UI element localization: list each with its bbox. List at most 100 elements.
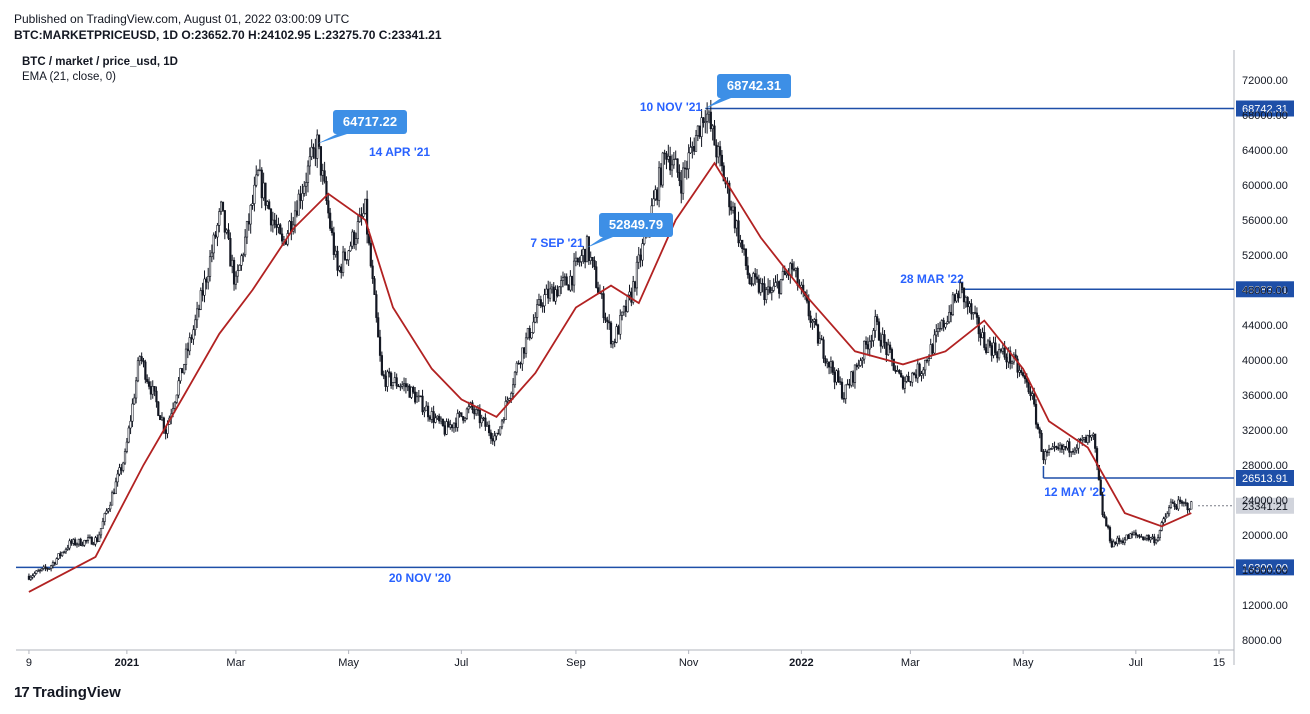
price-bar-body <box>207 276 210 283</box>
price-bar-body <box>968 303 971 308</box>
price-bar-body <box>1007 350 1010 363</box>
price-bar-body <box>438 415 441 422</box>
price-bar-body <box>266 201 269 206</box>
price-bar-body <box>136 360 140 382</box>
price-bar-body <box>565 276 568 286</box>
price-bar-body <box>371 265 374 279</box>
callout-price: 68742.31 <box>727 78 781 93</box>
price-bar-body <box>962 287 966 303</box>
price-bar-body <box>844 384 847 400</box>
price-bar-body <box>386 371 389 387</box>
price-bar-body <box>528 328 531 339</box>
price-bar-body <box>852 371 855 383</box>
price-bar-body <box>70 540 73 544</box>
price-bar-body <box>281 233 284 242</box>
price-bar-body <box>548 288 552 299</box>
price-bar-body <box>578 261 581 263</box>
price-bar-body <box>694 135 698 152</box>
price-bar-body <box>633 281 637 289</box>
price-bar-body <box>175 394 178 403</box>
price-bar-body <box>560 280 563 288</box>
price-bar-body <box>536 304 539 318</box>
price-bar-body <box>42 566 45 569</box>
price-bar-body <box>133 397 136 405</box>
price-bar-body <box>127 427 130 443</box>
price-bar-body <box>1121 540 1125 544</box>
price-bar-body <box>153 386 156 392</box>
price-bar-body <box>515 362 518 373</box>
price-bar-body <box>1001 347 1004 352</box>
price-bar-body <box>696 125 699 136</box>
price-bar-body <box>1086 435 1089 443</box>
price-bar-body <box>973 312 977 314</box>
price-bar-body <box>149 386 152 395</box>
price-bar-body <box>759 283 762 293</box>
price-bar-body <box>1027 381 1030 393</box>
price-bar-body <box>373 278 376 295</box>
price-bar-body <box>611 341 614 345</box>
price-bar-body <box>183 364 186 374</box>
price-bar-body <box>184 348 188 365</box>
price-bar-body <box>1168 507 1171 515</box>
price-bar-body <box>900 372 903 378</box>
callout-pointer <box>705 98 731 109</box>
price-bar-body <box>116 473 119 483</box>
price-tick-label: 64000.00 <box>1242 145 1288 157</box>
price-bar-body <box>475 409 478 415</box>
price-bar-body <box>325 180 328 202</box>
time-tick-label: 15 <box>1213 657 1225 669</box>
last-price-tag <box>1236 497 1294 514</box>
tradingview-brand[interactable]: 17 TradingView <box>14 684 121 701</box>
grid <box>16 50 1235 665</box>
price-bar-body <box>741 239 744 249</box>
price-bar-body <box>772 285 775 291</box>
price-bar-body <box>140 356 143 361</box>
price-bar-body <box>1081 438 1084 441</box>
price-bar-body <box>35 570 38 574</box>
price-bar-body <box>670 164 674 171</box>
price-bar-body <box>295 210 298 216</box>
price-bar-body <box>774 282 777 287</box>
price-bar-body <box>996 352 999 359</box>
price-bar-body <box>730 206 733 211</box>
price-bar-body <box>1034 403 1038 425</box>
price-bar-body <box>244 236 247 256</box>
price-bar-body <box>306 165 310 183</box>
price-bar-body <box>1169 501 1173 508</box>
price-tick-label: 40000.00 <box>1242 355 1288 367</box>
price-bar-body <box>924 359 927 371</box>
price-bar-body <box>613 341 616 343</box>
price-bar-body <box>656 189 659 201</box>
price-bar-body <box>234 275 238 285</box>
price-bar-body <box>754 273 757 278</box>
price-bar-body <box>238 264 241 271</box>
price-bar-body <box>395 377 398 387</box>
price-bar-body <box>706 113 709 122</box>
legend-ema[interactable]: EMA (21, close, 0) <box>22 71 116 83</box>
price-bar-body <box>541 305 544 307</box>
tradingview-logo: 17 <box>14 684 30 701</box>
price-bar-body <box>1125 534 1128 541</box>
price-bar-body <box>334 250 337 255</box>
price-bar-body <box>885 342 888 355</box>
price-bar-body <box>499 426 502 435</box>
price-bar-body <box>1131 533 1134 536</box>
price-bar-body <box>682 167 685 194</box>
price-bar-body <box>632 281 635 303</box>
price-bar-body <box>484 417 487 427</box>
price-bar-body <box>293 210 297 226</box>
time-tick-label: Mar <box>226 657 245 669</box>
price-bar-body <box>164 429 167 434</box>
price-bar-body <box>232 259 236 285</box>
price-bar-body <box>1110 540 1113 548</box>
price-bar-body <box>64 549 67 553</box>
price-bar-body <box>615 326 618 343</box>
legend-symbol[interactable]: BTC / market / price_usd, 1D <box>22 56 178 68</box>
price-bar-body <box>330 228 334 233</box>
price-bar-body <box>693 146 696 152</box>
price-bar-body <box>1023 375 1027 380</box>
price-bar-body <box>558 286 561 297</box>
price-bar-body <box>377 317 380 338</box>
price-bar-body <box>1022 372 1025 377</box>
